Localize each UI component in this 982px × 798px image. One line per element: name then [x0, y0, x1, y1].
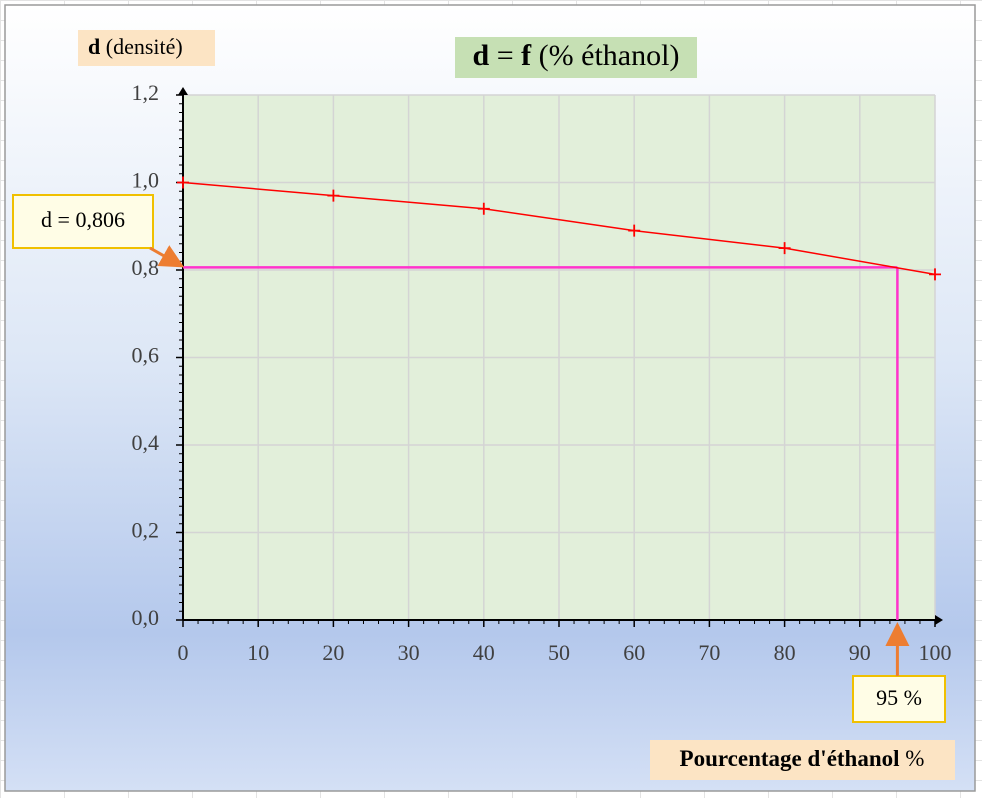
data-point: [477, 202, 490, 215]
x-tick-label: 20: [322, 640, 344, 665]
data-point: [778, 242, 791, 255]
reference-label: 95 %: [876, 685, 922, 710]
label-part: %: [900, 746, 925, 771]
y-tick-label: 1,0: [132, 168, 160, 193]
y-tick-label: 0,2: [132, 518, 160, 543]
x-tick-label: 80: [774, 640, 796, 665]
data-point: [177, 176, 189, 189]
label-part: (densité): [100, 34, 182, 59]
x-tick-label: 30: [398, 640, 420, 665]
label-text: d (densité): [88, 34, 183, 59]
data-line: [182, 181, 936, 276]
x-tick-label: 90: [849, 640, 871, 665]
label-part: =: [489, 39, 521, 72]
label-part: (% éthanol): [531, 39, 679, 72]
label-part: Pourcentage d'éthanol: [680, 746, 900, 771]
label-part: d: [88, 34, 100, 59]
label-box: [852, 675, 946, 723]
label-text: Pourcentage d'éthanol %: [680, 746, 925, 771]
label-box: [12, 194, 154, 249]
x-tick-label: 0: [178, 640, 189, 665]
y-tick-label: 1,2: [132, 80, 160, 105]
x-tick-label: 100: [919, 640, 952, 665]
x-tick-label: 70: [698, 640, 720, 665]
label-box: [78, 30, 215, 66]
x-tick-label: 40: [473, 640, 495, 665]
y-axis-arrow: [178, 87, 188, 95]
label-box: [650, 740, 955, 780]
x-tick-label: 50: [548, 640, 570, 665]
reference-label: d = 0,806: [41, 207, 125, 232]
x-axis-arrow: [935, 615, 943, 625]
data-point: [628, 224, 641, 237]
data-point: [327, 189, 340, 202]
y-tick-label: 0,8: [132, 255, 160, 280]
annotation-arrow: [149, 245, 185, 268]
y-tick-label: 0,4: [132, 430, 160, 455]
y-tick-label: 0,0: [132, 605, 160, 630]
y-tick-label: 0,6: [132, 343, 160, 368]
label-part: d: [473, 39, 490, 72]
label-box: [455, 37, 697, 78]
x-tick-label: 60: [623, 640, 645, 665]
label-part: f: [521, 39, 532, 72]
x-tick-label: 10: [247, 640, 269, 665]
label-text: d = f (% éthanol): [473, 39, 680, 72]
data-point: [929, 268, 941, 281]
